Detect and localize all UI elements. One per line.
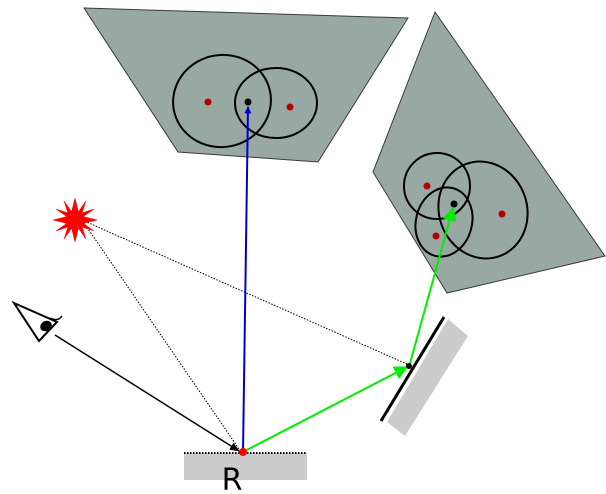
top-red-dot-right	[286, 103, 294, 111]
mirror-reflection-point	[406, 363, 412, 369]
receiver-mirror	[184, 452, 307, 480]
dotted-ray-to-mirror	[81, 219, 410, 366]
right-red-dot-lower	[432, 232, 440, 240]
right-red-dot-upper	[423, 182, 431, 190]
light-source-icon	[52, 197, 98, 243]
eye-pupil	[40, 320, 52, 332]
top-screen-panel	[83, 7, 409, 163]
top-black-dot	[244, 98, 252, 106]
dotted-ray-to-receiver	[81, 219, 240, 450]
right-ellipse-large	[437, 160, 529, 260]
right-screen	[372, 10, 606, 294]
top-screen	[83, 7, 409, 163]
green-ray-arrow-to-screen	[408, 206, 457, 368]
right-red-dot-right	[498, 210, 506, 218]
receiver-point	[239, 448, 247, 456]
eye-icon	[11, 300, 63, 343]
right-ellipse-lower	[414, 186, 474, 258]
top-ellipse-right	[234, 67, 318, 139]
side-mirror-surface	[379, 316, 446, 422]
eye-outline	[11, 300, 59, 343]
receiver-label: R	[222, 463, 243, 494]
eye-ray	[54, 334, 240, 452]
top-red-dot-left	[204, 98, 212, 106]
right-black-dot	[450, 200, 458, 208]
top-ellipse-left	[172, 53, 272, 149]
side-mirror-body	[387, 319, 468, 436]
right-ellipse-upper	[403, 152, 471, 220]
blue-ray-arrow	[242, 106, 252, 453]
side-mirror	[379, 316, 468, 436]
eye-lash	[49, 315, 63, 321]
receiver-mirror-body	[184, 453, 307, 480]
right-screen-panel	[372, 10, 606, 294]
green-ray-arrow-to-mirror	[242, 366, 409, 453]
